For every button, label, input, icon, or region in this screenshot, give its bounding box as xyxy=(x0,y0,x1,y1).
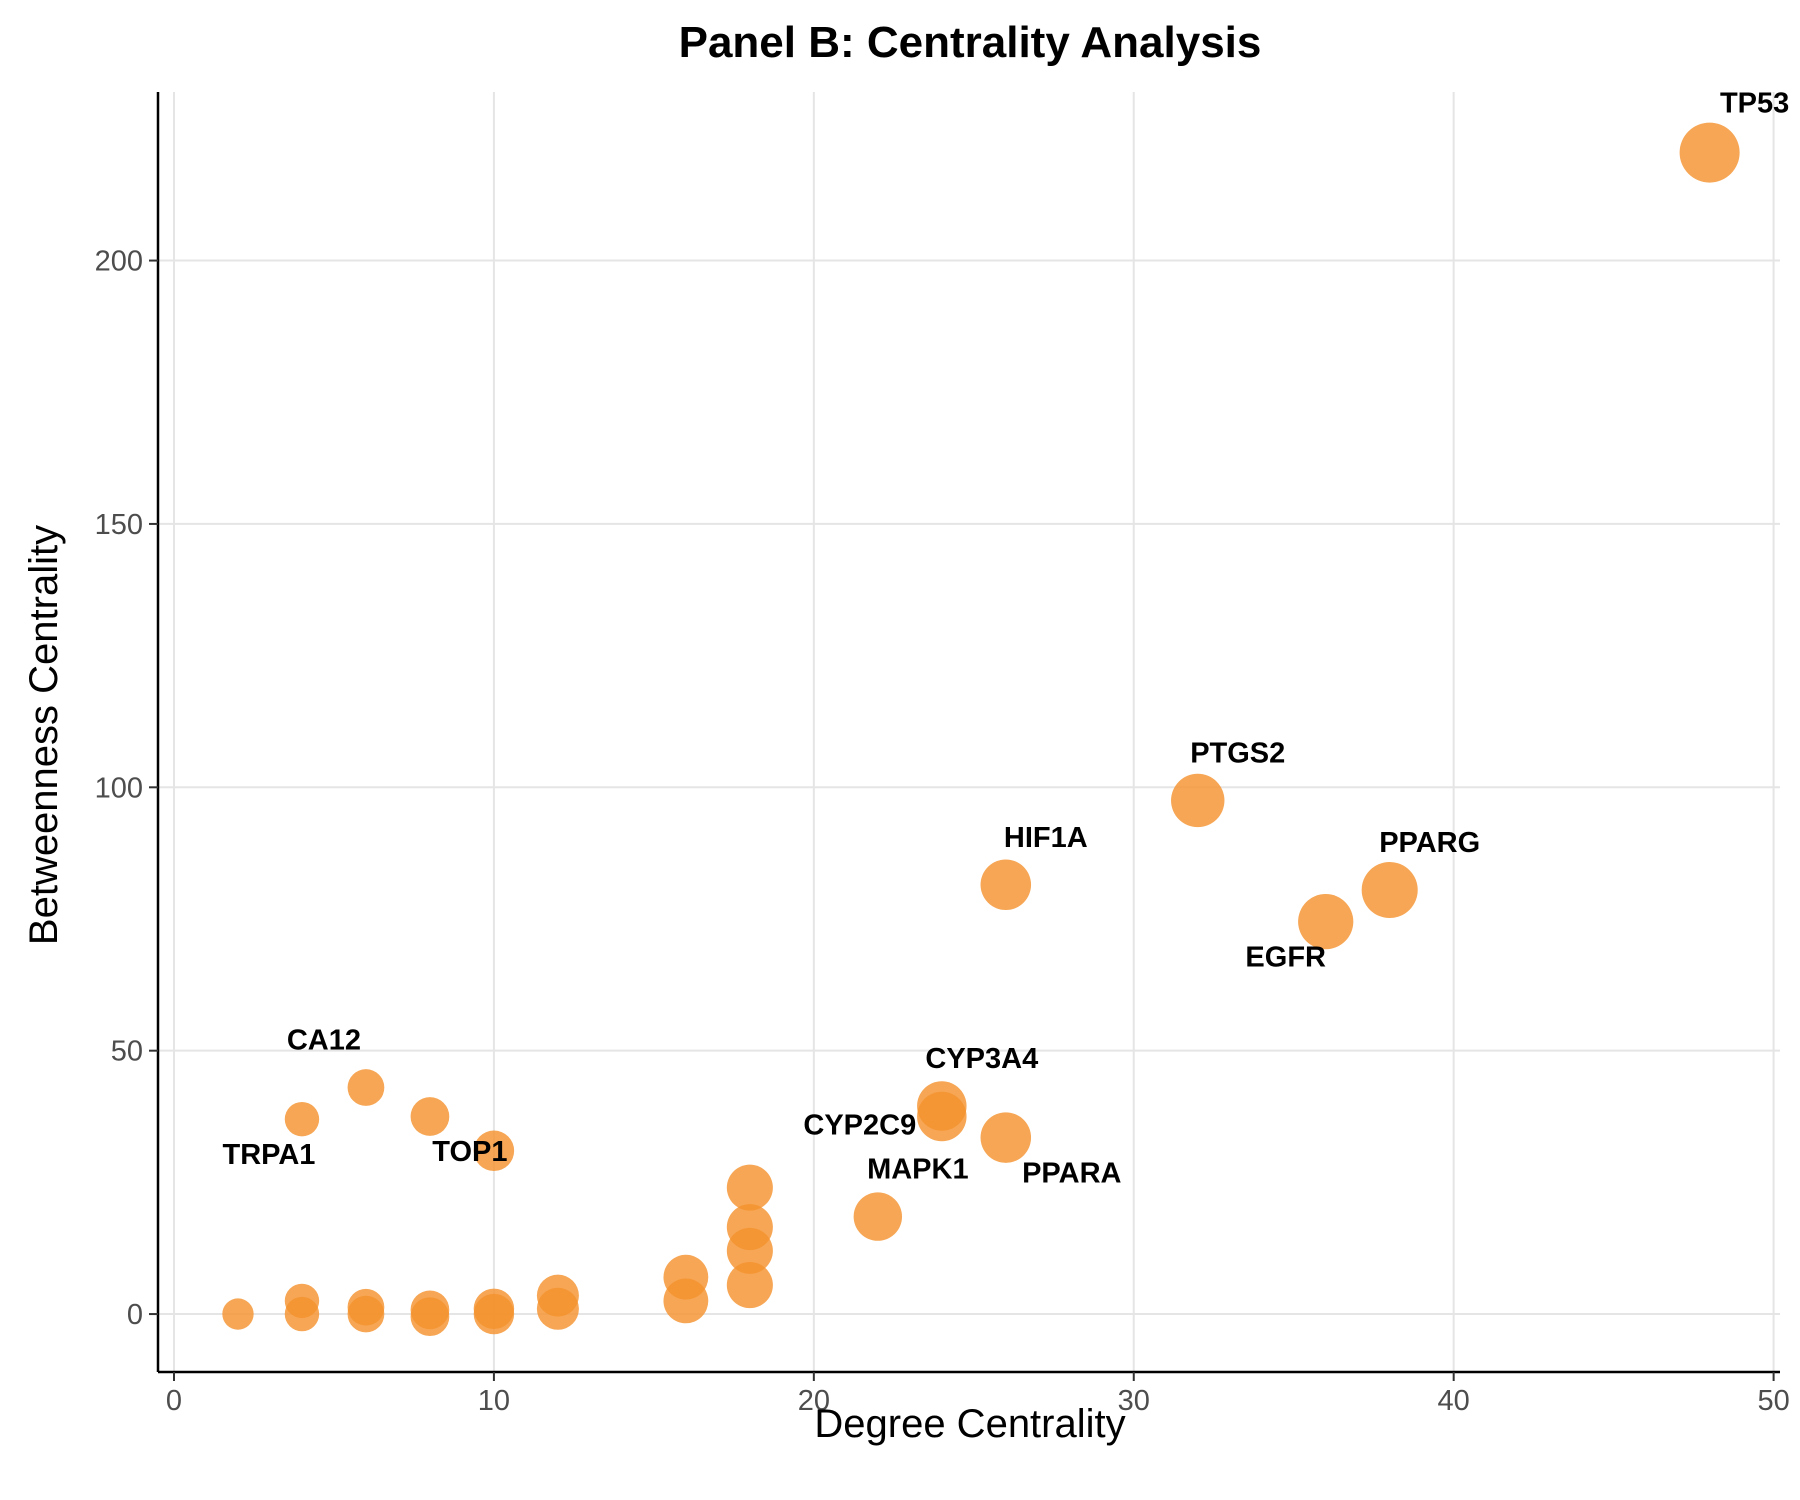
data-point-trpa1 xyxy=(284,1101,320,1137)
point-label-ca12: CA12 xyxy=(287,1025,361,1057)
point-label-egfr: EGFR xyxy=(1245,942,1326,974)
chart-title: Panel B: Centrality Analysis xyxy=(679,18,1262,67)
data-point-18 xyxy=(663,1278,709,1324)
data-point-tp53 xyxy=(1679,122,1740,183)
point-label-top1: TOP1 xyxy=(432,1136,507,1168)
data-point-29 xyxy=(222,1298,254,1330)
x-tick-label-10: 10 xyxy=(478,1385,510,1417)
data-point-20 xyxy=(536,1287,579,1330)
data-point-top1 xyxy=(473,1130,515,1171)
labels-layer: TP53 PTGS2 PPARG EGFR HIF1A CYP3A4 CYP2C9 PPARA… xyxy=(223,88,1790,1190)
x-tick-label-40: 40 xyxy=(1438,1385,1470,1417)
point-label-hif1a: HIF1A xyxy=(1004,822,1088,854)
data-point-mapk1 xyxy=(853,1192,903,1241)
data-point-15 xyxy=(726,1227,773,1274)
y-axis-label: Betweenness Centrality xyxy=(22,525,66,945)
y-tick-label-200: 200 xyxy=(95,246,143,278)
point-label-ppara: PPARA xyxy=(1022,1158,1121,1190)
point-label-cyp2c9: CYP2C9 xyxy=(803,1110,916,1142)
x-tick-label-20: 20 xyxy=(798,1385,830,1417)
x-axis-label: Degree Centrality xyxy=(814,1402,1125,1446)
data-point-hif1a xyxy=(980,859,1032,911)
data-point-12 xyxy=(410,1097,450,1136)
data-point-13 xyxy=(726,1164,773,1211)
grid-layer xyxy=(158,92,1780,1372)
axes-layer: 0 10 20 30 40 50 0 50 100 150 200 xyxy=(95,92,1790,1417)
y-tick-label-150: 150 xyxy=(95,509,143,541)
point-label-pparg: PPARG xyxy=(1379,827,1480,859)
y-tick-label-0: 0 xyxy=(127,1299,143,1331)
data-point-26 xyxy=(347,1295,385,1333)
data-point-ptgs2 xyxy=(1171,773,1225,828)
point-label-tp53: TP53 xyxy=(1720,88,1789,120)
point-label-cyp3a4: CYP3A4 xyxy=(925,1043,1038,1075)
points-layer xyxy=(222,122,1740,1337)
y-tick-label-100: 100 xyxy=(95,772,143,804)
x-tick-label-30: 30 xyxy=(1118,1385,1150,1417)
x-tick-label-50: 50 xyxy=(1757,1385,1789,1417)
data-point-16 xyxy=(726,1262,773,1309)
point-label-ptgs2: PTGS2 xyxy=(1190,737,1285,769)
data-point-ca12 xyxy=(347,1069,385,1106)
data-point-ppara xyxy=(980,1112,1032,1163)
data-point-egfr xyxy=(1298,894,1354,950)
data-point-22 xyxy=(473,1293,515,1335)
point-label-trpa1: TRPA1 xyxy=(223,1139,316,1171)
y-tick-label-50: 50 xyxy=(111,1036,143,1068)
data-point-24 xyxy=(410,1297,450,1337)
x-tick-label-0: 0 xyxy=(166,1385,182,1417)
point-label-mapk1: MAPK1 xyxy=(867,1154,969,1186)
data-point-cyp2c9 xyxy=(917,1091,967,1142)
data-point-pparg xyxy=(1361,861,1418,919)
data-point-28 xyxy=(284,1296,320,1332)
